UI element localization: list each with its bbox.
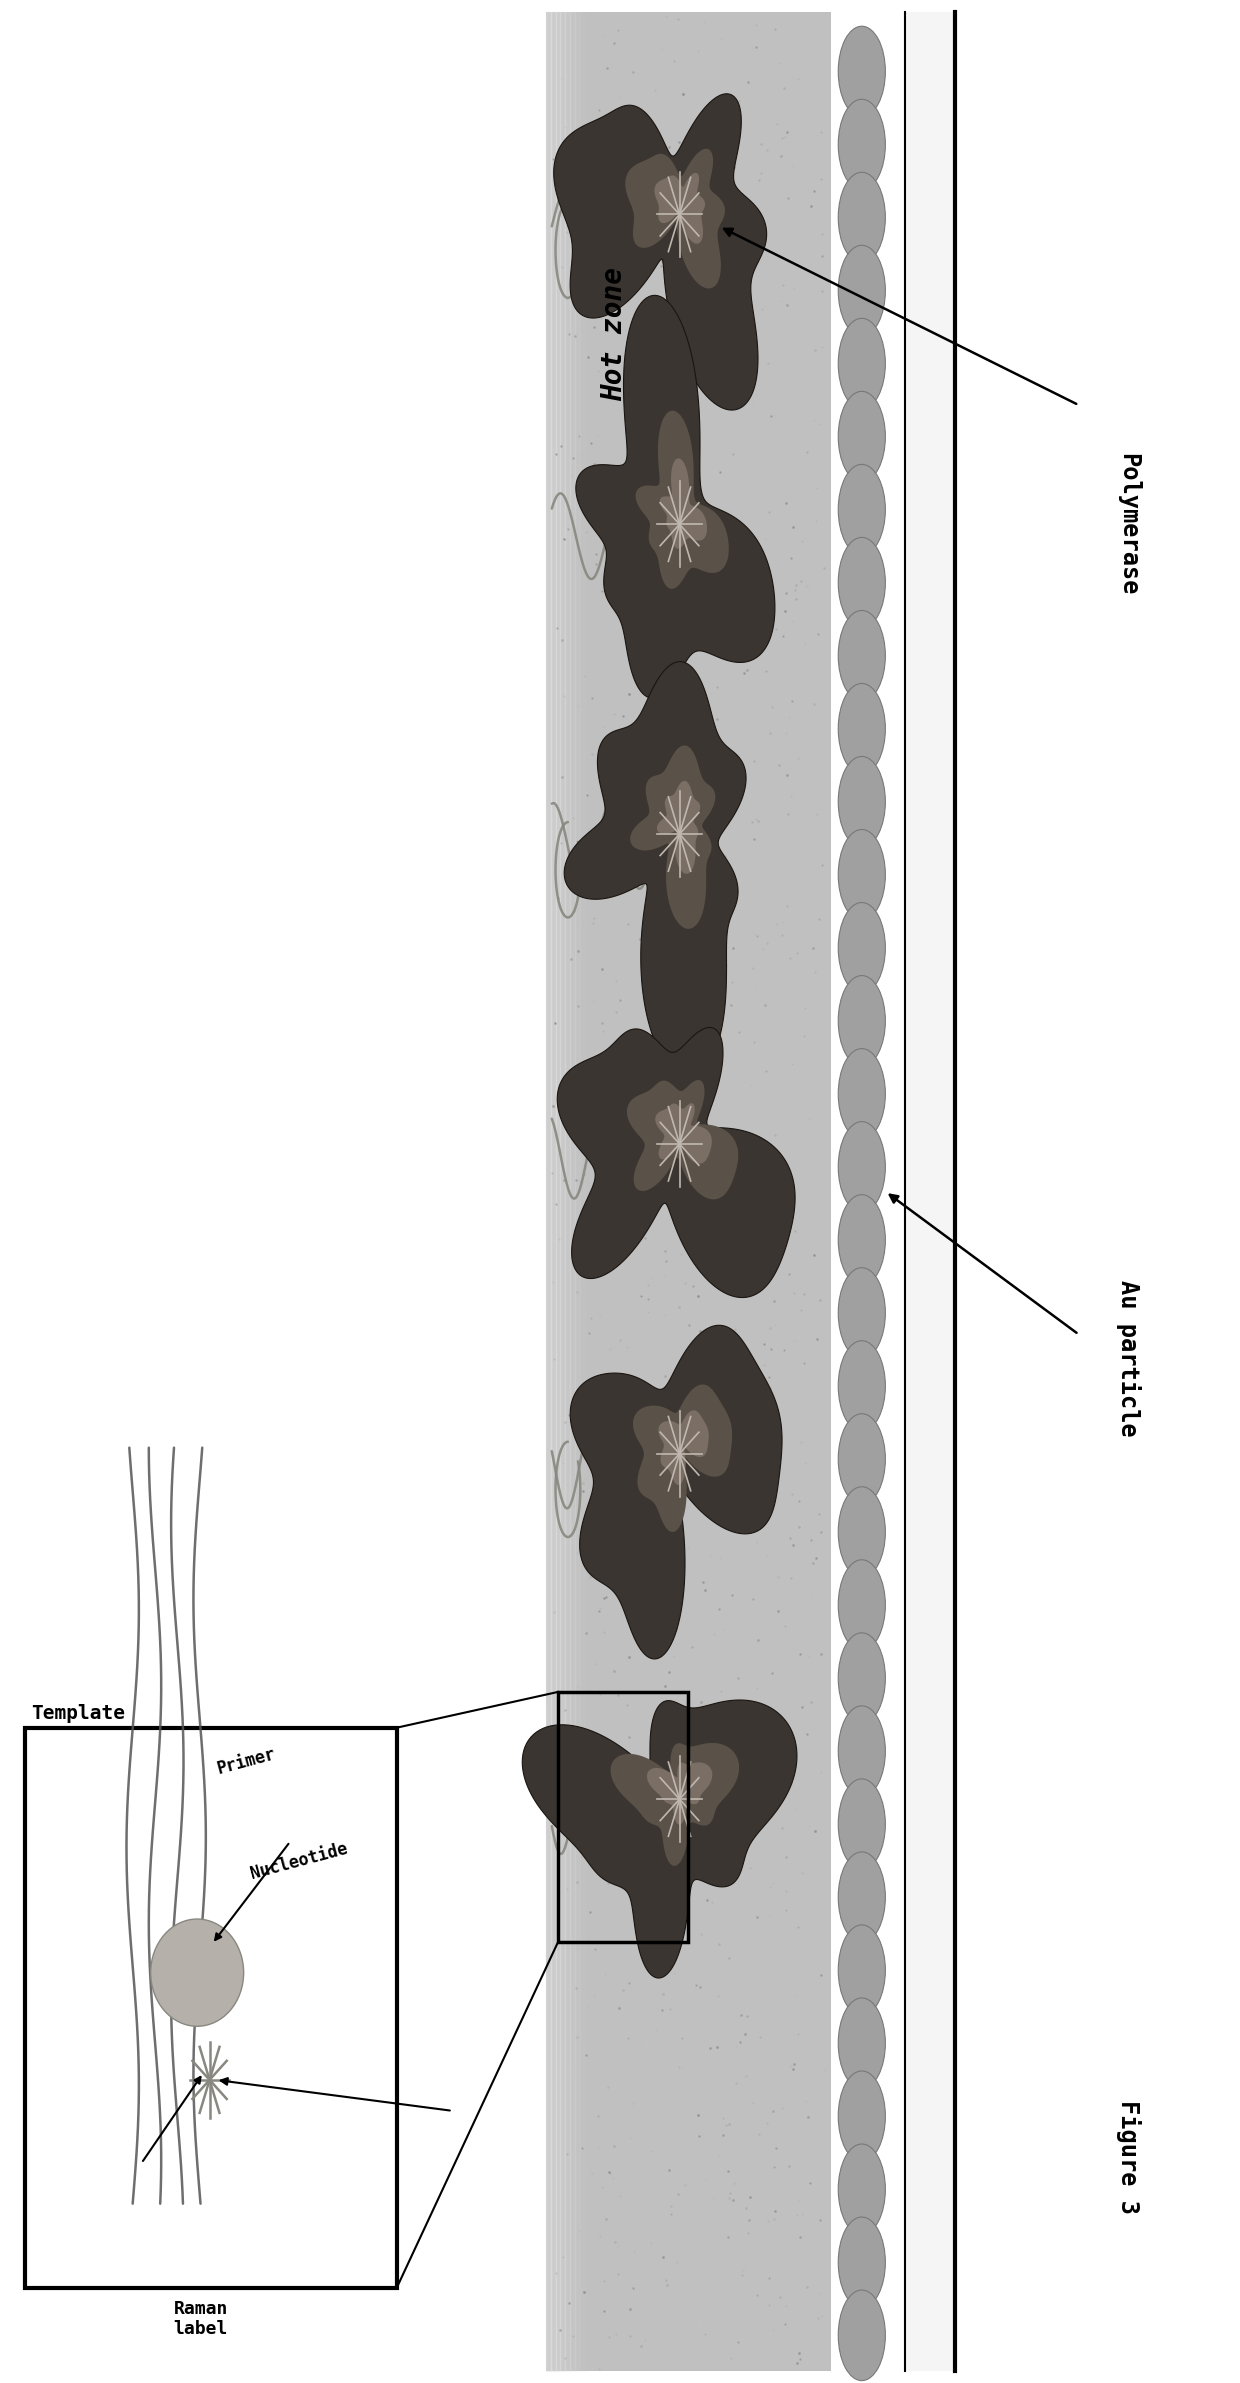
Circle shape (838, 1925, 885, 2016)
Circle shape (838, 1194, 885, 1284)
Circle shape (838, 1122, 885, 1213)
Circle shape (838, 100, 885, 191)
Circle shape (838, 975, 885, 1065)
Polygon shape (632, 1385, 732, 1532)
FancyBboxPatch shape (905, 12, 955, 2371)
Circle shape (838, 245, 885, 336)
Circle shape (838, 1706, 885, 1797)
Circle shape (838, 26, 885, 117)
Polygon shape (610, 1742, 739, 1866)
FancyBboxPatch shape (546, 12, 831, 2371)
FancyBboxPatch shape (25, 1728, 397, 2288)
Bar (556, 12, 560, 2371)
Bar (546, 12, 551, 2371)
Circle shape (838, 610, 885, 701)
Circle shape (838, 1342, 885, 1432)
Circle shape (838, 465, 885, 555)
Bar (565, 12, 570, 2371)
Polygon shape (655, 174, 706, 243)
Text: Primer: Primer (215, 1744, 277, 1778)
Circle shape (838, 684, 885, 774)
Circle shape (838, 319, 885, 410)
Polygon shape (658, 1411, 709, 1485)
Polygon shape (570, 1325, 782, 1659)
Bar (575, 12, 580, 2371)
Polygon shape (636, 410, 729, 589)
Text: Polymerase: Polymerase (1116, 453, 1141, 596)
Circle shape (838, 1413, 885, 1504)
Bar (570, 12, 575, 2371)
Circle shape (838, 829, 885, 920)
Text: Hot zone: Hot zone (600, 267, 627, 400)
Text: Nucleotide: Nucleotide (248, 1840, 350, 1883)
Circle shape (838, 539, 885, 629)
Polygon shape (627, 1079, 738, 1199)
Circle shape (838, 1632, 885, 1723)
Polygon shape (625, 148, 725, 288)
Polygon shape (522, 1699, 797, 1978)
Polygon shape (660, 458, 707, 548)
Polygon shape (557, 1027, 795, 1296)
Text: Raman
label: Raman label (174, 2300, 228, 2338)
Circle shape (838, 1268, 885, 1358)
Circle shape (838, 2290, 885, 2381)
Text: Figure 3: Figure 3 (1116, 2099, 1141, 2214)
Circle shape (838, 172, 885, 262)
Circle shape (838, 2216, 885, 2307)
Circle shape (838, 1561, 885, 1651)
Circle shape (838, 1049, 885, 1139)
Circle shape (838, 2145, 885, 2235)
Bar (580, 12, 585, 2371)
Polygon shape (575, 295, 775, 698)
Text: Template: Template (31, 1704, 125, 1723)
Ellipse shape (150, 1918, 243, 2026)
Circle shape (838, 1487, 885, 1578)
Bar (551, 12, 556, 2371)
Polygon shape (647, 1763, 712, 1825)
Polygon shape (554, 93, 766, 410)
Text: Au particle: Au particle (1116, 1280, 1141, 1437)
Polygon shape (655, 1103, 712, 1163)
Circle shape (838, 755, 885, 846)
Circle shape (838, 1852, 885, 1942)
Circle shape (838, 391, 885, 481)
Circle shape (838, 1778, 885, 1868)
Circle shape (838, 1997, 885, 2088)
Polygon shape (564, 662, 746, 1077)
Circle shape (838, 2071, 885, 2161)
Polygon shape (657, 782, 701, 875)
Circle shape (838, 903, 885, 994)
Bar (560, 12, 565, 2371)
Polygon shape (630, 746, 715, 929)
